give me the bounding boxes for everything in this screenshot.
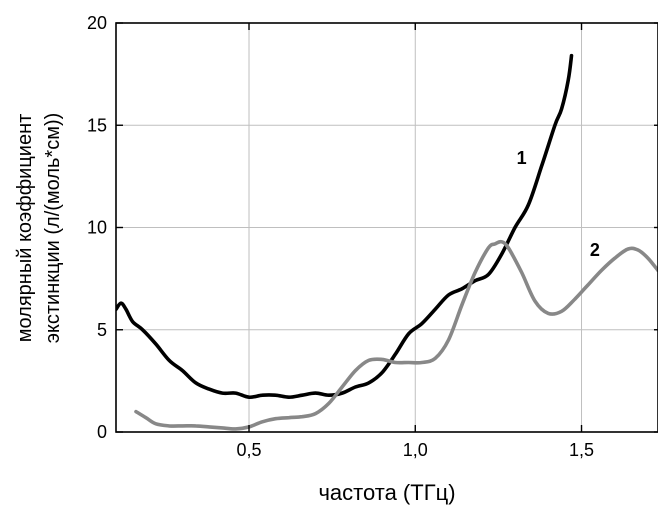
- x-tick-label-0: 0,5: [236, 440, 261, 460]
- y-tick-label-3: 15: [87, 115, 107, 135]
- x-tick-label-1: 1,0: [403, 440, 428, 460]
- x-axis-title: частота (ТГц): [318, 480, 455, 505]
- series-label-1: 1: [517, 148, 527, 168]
- y-tick-label-4: 20: [87, 13, 107, 33]
- axis-ticks: [116, 22, 658, 433]
- x-tick-label-2: 1,5: [569, 440, 594, 460]
- series-label-2: 2: [590, 240, 600, 260]
- tick-labels: 0,5 1,0 1,5 0 5 10 15 20: [87, 13, 594, 460]
- y-axis-title: молярный коэффициент экстинкции (л/(моль…: [14, 113, 64, 344]
- y-tick-label-0: 0: [97, 422, 107, 442]
- grid-lines: [116, 23, 658, 432]
- y-tick-label-2: 10: [87, 218, 107, 238]
- series-annotations: 12: [517, 148, 600, 260]
- y-axis-title-line-1: молярный коэффициент: [14, 114, 36, 343]
- series-layer: [116, 53, 658, 431]
- y-tick-label-1: 5: [97, 320, 107, 340]
- series-line-2: [134, 239, 658, 431]
- y-axis-title-line-2: экстинкции (л/(моль*см)): [42, 113, 64, 344]
- series-line-1: [116, 53, 574, 400]
